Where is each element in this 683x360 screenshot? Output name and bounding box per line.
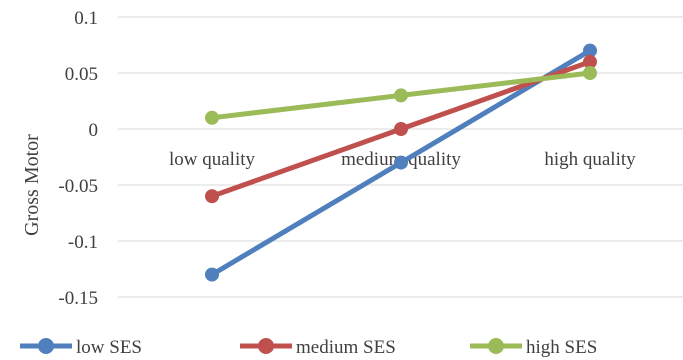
data-point: [583, 43, 597, 58]
data-point: [205, 110, 219, 125]
data-point: [583, 54, 597, 69]
data-point: [583, 66, 597, 80]
legend-item: low SES: [20, 337, 142, 358]
y-tick-label: 0: [89, 120, 99, 141]
legend-swatch-marker: [38, 338, 54, 354]
data-point: [394, 122, 408, 136]
legend-label: medium SES: [296, 337, 396, 358]
category-label: low quality: [169, 149, 256, 170]
y-tick-label: -0.15: [58, 288, 98, 309]
y-tick-label: -0.05: [58, 176, 98, 197]
legend-item: high SES: [470, 337, 597, 358]
legend-label: low SES: [76, 337, 142, 358]
legend-swatch-marker: [258, 338, 274, 354]
data-point: [394, 88, 408, 103]
data-point: [394, 155, 408, 170]
y-tick-label: 0.1: [74, 8, 98, 29]
legend-item: medium SES: [240, 337, 396, 358]
series-lines: [205, 43, 597, 282]
y-tick-label: -0.1: [68, 232, 98, 253]
data-point: [205, 189, 219, 204]
legend-swatch-marker: [488, 338, 504, 354]
category-label: high quality: [544, 149, 636, 170]
y-tick-label: 0.05: [65, 64, 98, 85]
legend-label: high SES: [526, 337, 597, 358]
legend: low SES medium SES high SES: [20, 337, 597, 358]
y-tick-labels: 0.1 0.05 0 -0.05 -0.1 -0.15: [58, 8, 98, 309]
y-axis-title: Gross Motor: [21, 134, 43, 236]
data-point: [205, 267, 219, 282]
